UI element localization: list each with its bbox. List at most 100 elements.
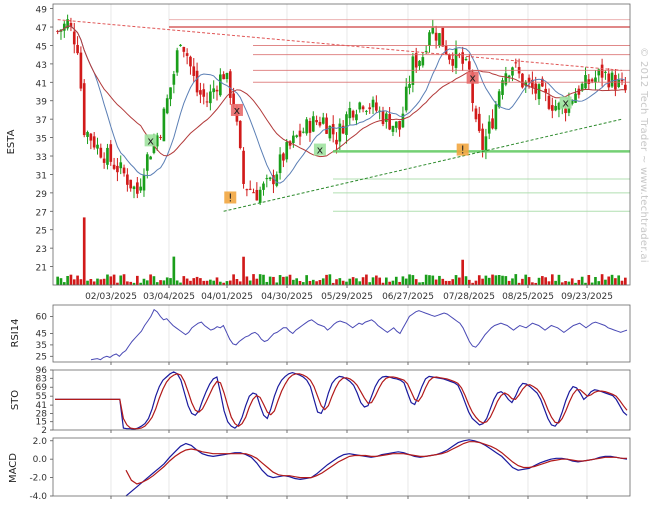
volume-bar (292, 279, 295, 285)
volume-bar (69, 274, 73, 285)
candle-body (315, 120, 318, 123)
candle-body (202, 89, 206, 97)
signal-marker-label: ! (228, 191, 232, 204)
candle-body (119, 162, 123, 169)
candle-body (162, 108, 166, 142)
candle-body (308, 120, 312, 133)
macd-signal-line (125, 441, 627, 485)
volume-bar (76, 275, 79, 285)
candle-body (537, 84, 541, 100)
signal-marker (456, 143, 469, 156)
candle-body (248, 188, 252, 190)
main-frame (52, 3, 631, 286)
candle-body (275, 174, 279, 186)
volume-bar (454, 275, 458, 285)
volume-bar (99, 279, 103, 285)
candle-body (199, 90, 202, 95)
candle-body (136, 182, 139, 194)
candle-body (454, 48, 458, 68)
candle-body (451, 58, 455, 66)
volume-bar (570, 278, 574, 285)
volume-bar (550, 274, 554, 285)
volume-bar (126, 281, 129, 285)
signal-marker (230, 103, 243, 116)
volume-bar (222, 282, 225, 285)
y-tick-label: 29 (36, 190, 48, 200)
volume-bar (59, 278, 63, 285)
volume-bar (179, 282, 182, 285)
volume-bar (298, 280, 302, 285)
candle-body (361, 106, 365, 110)
volume-bar (149, 274, 152, 285)
volume-bar (242, 256, 245, 285)
volume-bar (408, 274, 411, 285)
volume-bar (507, 280, 511, 285)
candle-body (262, 183, 265, 190)
sto-frame (52, 369, 631, 431)
x-tick-label: 09/23/2025 (561, 292, 613, 302)
candle-body (557, 102, 561, 110)
candle-body (524, 81, 528, 86)
candle-body (355, 114, 358, 121)
y-tick-label: -2.0 (29, 474, 47, 484)
volume-bar (547, 281, 551, 285)
candle-body (195, 70, 199, 93)
main-ylabel: ESTA (6, 129, 17, 154)
candle-body (408, 84, 411, 88)
volume-bar (79, 279, 83, 285)
candle-body (321, 117, 325, 124)
candle-body (391, 125, 395, 132)
volume-bar (272, 276, 275, 285)
y-tick-label: 96 (36, 366, 48, 376)
y-tick-label: 39 (36, 98, 48, 108)
y-tick-label: 41 (36, 401, 47, 411)
y-tick-label: 37 (36, 116, 47, 126)
volume-bar (116, 282, 119, 285)
volume-bar (252, 274, 255, 285)
volume-bar (401, 276, 405, 285)
volume-bar (325, 274, 328, 285)
volume-bar (484, 275, 488, 285)
volume-bar (175, 280, 179, 285)
candle-body (348, 108, 352, 119)
signal-marker (144, 134, 157, 147)
candle-body (477, 113, 481, 131)
volume-bar (361, 277, 365, 285)
volume-bar (275, 282, 279, 285)
y-tick-label: 35 (36, 341, 47, 351)
volume-bar (305, 275, 308, 285)
candle-body (215, 89, 219, 92)
volume-bar (574, 282, 577, 285)
volume-bar (388, 281, 391, 285)
candle-body (72, 31, 76, 45)
candle-body (295, 135, 299, 137)
volume-bar (461, 259, 464, 285)
volume-bar (560, 282, 564, 285)
candle-body (89, 133, 93, 141)
candle-body (544, 88, 547, 93)
volume-bar (411, 275, 415, 285)
volume-bar (238, 281, 242, 285)
candle-body (328, 125, 332, 139)
volume-bar (604, 279, 607, 285)
signal-marker-label: ! (460, 144, 464, 157)
volume-bar (414, 279, 418, 285)
volume-bar (132, 282, 136, 285)
volume-bar (394, 276, 398, 285)
candle-body (222, 74, 225, 80)
volume-bar (122, 274, 126, 285)
volume-bar (86, 280, 89, 285)
candle-body (401, 113, 405, 128)
volume-bar (199, 278, 202, 285)
volume-bar (109, 276, 113, 285)
volume-bar (278, 275, 282, 285)
volume-bar (106, 274, 109, 285)
volume-bar (162, 280, 166, 285)
candle-body (126, 174, 129, 185)
candle-body (418, 60, 421, 67)
candle-body (398, 120, 401, 130)
candle-body (258, 189, 262, 203)
volume-bar (358, 281, 362, 285)
